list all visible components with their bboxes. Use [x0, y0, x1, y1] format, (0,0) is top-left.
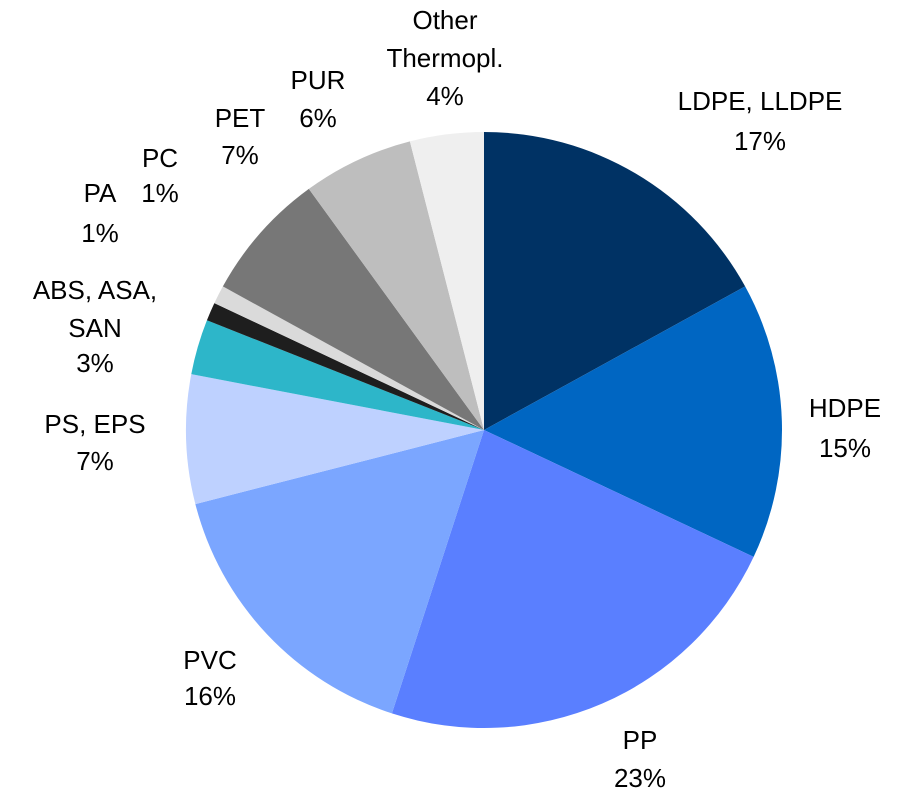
pie-slice	[484, 132, 746, 430]
pie-slice	[308, 141, 484, 430]
slice-label: Other Thermopl.	[386, 5, 503, 73]
slice-value-label: 15%	[819, 433, 871, 463]
slice-value-label: 7%	[221, 140, 259, 170]
slice-label: PET	[215, 103, 266, 133]
pie-slice	[484, 286, 783, 557]
slice-label: LDPE, LLDPE	[678, 86, 843, 116]
pie-slice	[409, 132, 484, 430]
pie-slice	[206, 303, 484, 430]
slice-value-label: 16%	[184, 681, 236, 711]
slice-value-label: 3%	[76, 348, 114, 378]
slice-label: PUR	[291, 65, 346, 95]
slice-label: ABS, ASA, SAN	[33, 275, 157, 343]
pie-slice	[214, 286, 484, 430]
pie-slice	[191, 320, 485, 430]
slice-label: PP	[623, 725, 658, 755]
slice-value-label: 17%	[734, 126, 786, 156]
slice-label: PVC	[183, 645, 236, 675]
slice-value-label: 6%	[299, 103, 337, 133]
pie-slice	[222, 188, 485, 430]
slice-label: HDPE	[809, 393, 881, 423]
pie-slice	[195, 430, 484, 714]
slice-value-label: 4%	[426, 81, 464, 111]
slice-value-label: 7%	[76, 446, 114, 476]
pie-slice	[391, 430, 754, 728]
slice-label: PC	[142, 143, 178, 173]
pie-slice	[185, 374, 484, 505]
slice-value-label: 1%	[141, 178, 179, 208]
slice-value-label: 23%	[614, 763, 666, 793]
slice-label: PA	[84, 178, 117, 208]
slice-label: PS, EPS	[44, 409, 145, 439]
slice-value-label: 1%	[81, 218, 119, 248]
